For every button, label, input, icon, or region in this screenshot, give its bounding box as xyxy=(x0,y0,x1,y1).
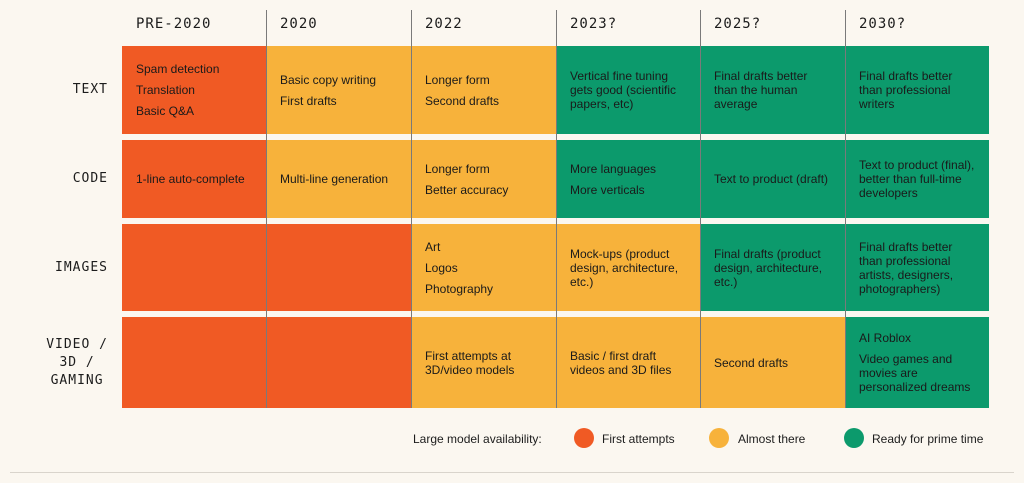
cell-text-line: writers xyxy=(859,97,895,111)
cell-video-3d-gaming-2025: Second drafts xyxy=(700,317,845,408)
legend-label-prime-time: Ready for prime time xyxy=(872,432,984,446)
cell-text-line: Photography xyxy=(425,281,494,296)
column-header-pre-2020: PRE-2020 xyxy=(136,16,212,32)
column-divider xyxy=(700,10,701,408)
row-header-code: CODE xyxy=(72,171,108,186)
cell-text-pre-2020: Spam detection Translation Basic Q&A xyxy=(122,46,267,134)
column-divider xyxy=(845,10,846,408)
cell-text-line: than the human xyxy=(714,83,798,97)
cell-text-line: 1-line auto-complete xyxy=(136,172,245,186)
cell-text-line: Basic / first draft xyxy=(570,348,657,363)
cell-video-3d-gaming-2022: First attempts at 3D/video models xyxy=(411,317,556,408)
cell-text-line: papers, etc) xyxy=(570,97,634,111)
cell-video-3d-gaming-pre-2020 xyxy=(122,317,267,408)
cell-text-line: design, architecture, xyxy=(570,260,679,275)
bottom-divider xyxy=(10,472,1014,473)
cell-images-pre-2020 xyxy=(122,224,267,311)
cell-text-line: Longer form xyxy=(425,161,490,176)
cell-text-line: etc.) xyxy=(570,274,594,289)
cell-text-line: photographers) xyxy=(859,281,941,296)
cell-code-2020: Multi-line generation xyxy=(266,140,411,218)
cell-text-line: Translation xyxy=(136,83,195,97)
cell-text-line: Final drafts better xyxy=(859,69,953,83)
cell-text-line: design, architecture, xyxy=(714,260,823,275)
row-header-video-3d-gaming: VIDEO / 3D / GAMING xyxy=(46,336,108,388)
column-divider xyxy=(556,10,557,408)
cell-text-line: than professional xyxy=(859,253,951,268)
cell-text-line: etc.) xyxy=(714,274,738,289)
cell-text-line: First attempts at xyxy=(425,348,512,363)
cell-text-line: 3D/video models xyxy=(425,362,515,377)
cell-text-line: Text to product (draft) xyxy=(714,172,829,186)
cell-code-2025: Text to product (draft) xyxy=(700,140,845,218)
cell-text-2025: Final drafts better than the human average xyxy=(700,46,845,134)
legend-label-first-attempts: First attempts xyxy=(602,432,675,446)
column-header-2022: 2022 xyxy=(425,16,463,32)
cell-text-line: Second drafts xyxy=(425,93,500,108)
cell-video-3d-gaming-2030: AI Roblox Video games and movies are person… xyxy=(845,317,989,408)
cell-code-2022: Longer form Better accuracy xyxy=(411,140,556,218)
cell-text-line: gets good (scientific xyxy=(570,83,677,97)
cell-images-2030: Final drafts better than professional arti… xyxy=(845,224,989,311)
column-header-2020: 2020 xyxy=(280,16,318,32)
cell-images-2022: Art Logos Photography xyxy=(411,224,556,311)
cell-text-2022: Longer form Second drafts xyxy=(411,46,556,134)
cell-text-line: than professional xyxy=(859,83,951,97)
row-header-text: TEXT xyxy=(72,82,108,97)
cell-text-line: First drafts xyxy=(280,93,337,108)
cell-text-line: artists, designers, xyxy=(859,267,954,282)
cell-text-line: developers xyxy=(859,186,918,200)
legend-dot-first-attempts xyxy=(574,428,594,448)
cell-images-2023: Mock-ups (product design, architecture, et… xyxy=(556,224,701,311)
cell-text-line: videos and 3D files xyxy=(570,362,672,377)
cell-text-line: Final drafts better xyxy=(859,239,953,254)
column-divider xyxy=(411,10,412,408)
cell-text-line: Spam detection xyxy=(136,62,220,76)
cell-text-line: Basic Q&A xyxy=(136,104,195,118)
column-header-2030: 2030? xyxy=(859,16,907,32)
cell-code-2023: More languages More verticals xyxy=(556,140,701,218)
cell-text-line: Mock-ups (product xyxy=(570,246,670,261)
column-divider xyxy=(266,10,267,408)
cell-text-line: Art xyxy=(425,239,441,254)
cell-images-2020 xyxy=(266,224,411,311)
column-header-2023: 2023? xyxy=(570,16,618,32)
legend: Large model availability: First attempts… xyxy=(0,428,1024,450)
cell-text-line: Logos xyxy=(425,260,458,275)
cell-text-line: Multi-line generation xyxy=(280,172,389,186)
legend-dot-prime-time xyxy=(844,428,864,448)
cell-text-line: Vertical fine tuning xyxy=(570,69,669,83)
cell-text-2030: Final drafts better than professional writ… xyxy=(845,46,989,134)
cell-text-line: Final drafts better xyxy=(714,69,808,83)
legend-title: Large model availability: xyxy=(413,432,542,446)
cell-text-line: better than full-time xyxy=(859,172,962,186)
legend-label-almost-there: Almost there xyxy=(738,432,806,446)
cell-text-2020: Basic copy writing First drafts xyxy=(266,46,411,134)
cell-text-line: More verticals xyxy=(570,182,645,197)
cell-text-line: Longer form xyxy=(425,72,490,87)
cell-video-3d-gaming-2020 xyxy=(266,317,411,408)
cell-code-2030: Text to product (final), better than full… xyxy=(845,140,989,218)
cell-text-line: Better accuracy xyxy=(425,182,509,197)
cell-images-2025: Final drafts (product design, architectur… xyxy=(700,224,845,311)
cell-text-line: Text to product (final), xyxy=(859,158,975,172)
cell-text-2023: Vertical fine tuning gets good (scientifi… xyxy=(556,46,701,134)
cell-text-line: Final drafts (product xyxy=(714,246,821,261)
cell-text-line: More languages xyxy=(570,161,657,176)
cell-video-3d-gaming-2023: Basic / first draft videos and 3D files xyxy=(556,317,701,408)
cell-code-pre-2020: 1-line auto-complete xyxy=(122,140,267,218)
row-header-images: IMAGES xyxy=(55,259,108,275)
legend-dot-almost-there xyxy=(709,428,729,448)
cell-text-line: Basic copy writing xyxy=(280,72,377,87)
column-header-2025: 2025? xyxy=(714,16,762,32)
cell-text-line: average xyxy=(714,97,758,111)
cell-text-line: Second drafts xyxy=(714,355,789,370)
